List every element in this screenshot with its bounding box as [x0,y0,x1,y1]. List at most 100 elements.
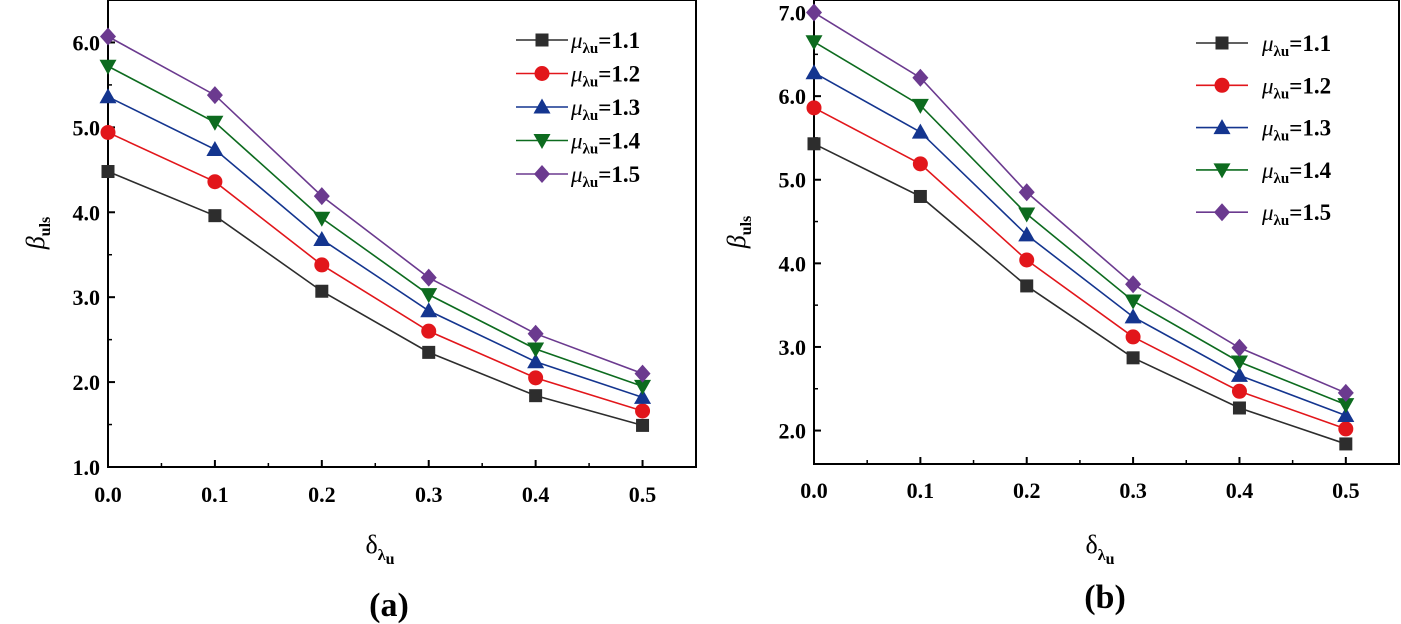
data-point-a-2-1 [206,140,224,156]
y-axis-ticks-b: 2.0 3.0 4.0 5.0 6.0 7.0 [779,1,821,444]
legend-label: μλu=1.3 [1261,116,1331,145]
data-point-b-1-5 [1338,421,1354,437]
series-layer-b [805,3,1355,451]
data-point-a-1-0 [100,124,116,140]
data-point-b-4-2 [1018,183,1035,202]
data-point-a-4-1 [206,86,223,105]
chart-panel-b: 0.0 0.1 0.2 0.3 0.4 0.5 2.0 3.0 4.0 5.0 6.0 7.0 μλ… [722,0,1400,616]
data-point-b-0-4 [1232,401,1246,415]
legend-label: μλu=1.4 [570,129,641,158]
data-point-b-1-3 [1125,329,1141,345]
plot-frame-a [107,0,697,468]
series-line-b-2 [813,72,1347,417]
x-axis-label-b: δλu [1085,530,1114,568]
x-axis-ticks-a: 0.0 0.1 0.2 0.3 0.4 0.5 [94,460,656,507]
data-point-a-0-1 [208,209,222,223]
data-point-b-1-0 [806,100,822,116]
panel-label-b: (b) [1084,579,1126,616]
data-point-b-3-3 [1124,294,1142,310]
x-tick-label: 0.1 [907,478,935,503]
data-point-b-4-0 [806,3,822,22]
data-point-a-4-3 [420,268,437,287]
panel-label-a: (a) [369,587,409,624]
legend-marker [1213,119,1231,135]
legend-marker [1214,203,1230,222]
data-point-a-3-3 [420,288,438,304]
series-line-a-1 [107,131,643,412]
legend-marker [1214,77,1230,93]
legend-item-a-1: μλu=1.2 [516,62,640,91]
legend-label: μλu=1.2 [1261,73,1331,102]
legend-marker [533,134,551,149]
x-tick-label: 0.4 [522,482,550,507]
legend-item-b-0: μλu=1.1 [1196,31,1331,60]
data-point-b-3-2 [1018,207,1036,223]
legend-label: μλu=1.5 [1261,200,1331,229]
series-line-a-2 [107,96,643,399]
x-tick-label: 0.4 [1226,478,1254,503]
data-point-b-2-3 [1124,308,1142,324]
data-point-a-4-4 [527,324,544,343]
data-point-a-4-5 [634,364,651,383]
legend-label: μλu=1.5 [570,162,640,191]
data-point-b-2-1 [911,123,929,139]
legend-marker [1215,36,1229,50]
data-point-a-2-4 [527,353,545,369]
legend-label: μλu=1.1 [570,28,640,57]
legend-label: μλu=1.1 [1261,31,1331,60]
data-point-b-2-5 [1337,407,1355,423]
plot-frame-b [813,0,1400,465]
data-point-b-1-2 [1019,252,1035,268]
legend-item-b-1: μλu=1.2 [1196,73,1331,102]
x-axis-label-a: δλu [365,530,394,568]
x-tick-label: 0.0 [94,482,122,507]
data-point-b-4-4 [1231,338,1248,357]
data-point-a-3-4 [527,342,545,358]
y-tick-label: 3.0 [73,285,101,310]
y-tick-label: 4.0 [779,251,807,276]
legend-marker [535,33,549,47]
data-point-a-1-4 [528,370,544,386]
x-tick-label: 0.5 [629,482,657,507]
y-axis-label-b: βuls [722,216,755,250]
data-point-b-4-1 [912,68,929,87]
data-point-b-2-4 [1230,366,1248,382]
y-tick-label: 6.0 [73,30,101,55]
legend-marker [1213,163,1231,179]
data-point-a-3-0 [99,59,117,75]
data-point-b-4-3 [1125,275,1142,294]
data-point-a-1-3 [421,323,437,339]
x-tick-label: 0.2 [1013,478,1041,503]
series-line-b-3 [813,41,1347,406]
data-point-a-1-5 [635,403,651,419]
data-point-a-0-2 [315,284,329,298]
series-line-a-3 [107,65,643,388]
data-point-a-2-2 [313,230,331,246]
legend-item-b-4: μλu=1.5 [1196,200,1331,229]
legend-label: μλu=1.4 [1261,158,1332,187]
y-tick-label: 7.0 [779,1,807,26]
chart-panel-a: 0.0 0.1 0.2 0.3 0.4 0.5 1.0 2.0 3.0 4.0 5.0 6.0 μλ… [21,0,697,624]
data-point-a-3-1 [206,115,224,131]
x-tick-label: 0.0 [800,478,828,503]
x-tick-label: 0.3 [1119,478,1147,503]
y-axis-label-a: βuls [21,217,54,251]
data-point-a-1-2 [314,257,330,273]
data-point-b-4-5 [1337,383,1354,402]
data-point-b-2-0 [805,64,823,80]
legend-label: μλu=1.3 [570,95,640,124]
data-point-b-0-3 [1126,351,1140,365]
data-point-a-4-2 [313,187,330,206]
legend-marker [534,165,550,183]
y-tick-label: 1.0 [73,455,101,480]
data-point-b-0-0 [807,137,821,151]
series-line-b-0 [813,143,1347,445]
legend-item-a-3: μλu=1.4 [516,129,641,158]
series-line-b-4 [813,11,1347,394]
series-layer-a [99,27,652,432]
data-point-b-3-4 [1230,355,1248,371]
legend-label: μλu=1.2 [570,62,640,91]
data-point-a-0-3 [422,345,436,359]
data-point-b-0-5 [1339,437,1353,451]
